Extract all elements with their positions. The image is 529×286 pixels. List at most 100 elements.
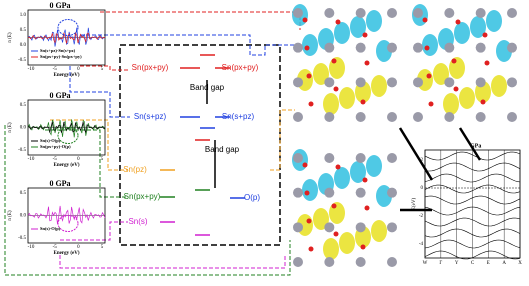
atom-o: [422, 17, 428, 23]
x-tick-label: -10: [28, 245, 35, 250]
band: [424, 162, 521, 172]
x-tick-label: -5: [53, 157, 58, 162]
level-label: Sn(s+pz): [134, 112, 167, 121]
panel-title: 0 GPa: [49, 1, 70, 10]
y-axis-label: n (E): [8, 32, 13, 42]
atom: [475, 77, 486, 88]
y-tick-label: 0.5: [20, 191, 27, 196]
atom-o: [424, 45, 430, 51]
isosurface: [449, 57, 465, 79]
atom-o: [362, 177, 368, 183]
atom-o: [331, 203, 337, 209]
isosurface: [486, 10, 502, 32]
atom: [387, 77, 397, 88]
atom: [507, 42, 517, 53]
legend-label: Sn(px+py)-Sn(px+py): [40, 54, 82, 59]
atom: [355, 42, 366, 53]
isosurface: [491, 75, 507, 97]
atom-o: [308, 246, 314, 252]
atom-o: [428, 101, 434, 107]
x-tick-label: -5: [53, 245, 58, 250]
atom: [507, 77, 517, 88]
atom: [413, 8, 423, 18]
atom: [355, 153, 366, 163]
y-tick-label: -4: [419, 242, 424, 247]
isosurface: [329, 57, 345, 79]
isosurface: [334, 22, 350, 44]
atom: [324, 187, 335, 198]
atom-o: [331, 58, 337, 64]
k-label: W: [423, 261, 428, 266]
band: [424, 206, 521, 216]
y-tick-label: -0.5: [18, 148, 26, 153]
atom: [355, 77, 366, 88]
arrows: [398, 127, 482, 212]
atom: [355, 187, 366, 198]
x-tick-label: 5: [101, 245, 104, 250]
level-label: Sn(pz): [123, 165, 147, 174]
x-axis-label: Energy (eV): [54, 163, 80, 168]
atom-o: [455, 19, 461, 25]
atom-o: [335, 19, 341, 25]
atom-o: [360, 99, 366, 105]
y-tick-label: 0.0: [20, 43, 27, 48]
band: [424, 239, 521, 249]
atom: [475, 112, 486, 122]
atom: [293, 8, 303, 18]
atom: [387, 187, 397, 198]
atom: [324, 153, 335, 163]
k-label: E: [487, 261, 490, 266]
isosurface: [313, 63, 329, 85]
atom: [387, 8, 397, 18]
isosurface: [313, 208, 329, 230]
isosurface: [371, 220, 387, 242]
atom: [387, 153, 397, 163]
isosurface: [470, 16, 486, 38]
atom-o: [362, 32, 368, 38]
y-tick-label: 1.0: [20, 13, 27, 18]
isosurface: [433, 63, 449, 85]
atom: [444, 77, 455, 88]
k-label: C: [471, 261, 475, 266]
atom: [507, 112, 517, 122]
curve: [27, 121, 106, 134]
atom: [324, 42, 335, 53]
atom: [293, 42, 303, 53]
band: [424, 195, 521, 205]
atom-o: [306, 73, 312, 79]
atom-o: [453, 86, 459, 92]
atom: [475, 8, 486, 18]
isosurface: [459, 87, 475, 109]
atom: [413, 42, 423, 53]
bands-title: GPa: [470, 143, 481, 149]
highlight: [57, 19, 79, 36]
level-label: Sn(s+pz): [222, 112, 255, 121]
atom: [444, 8, 455, 18]
atom: [293, 222, 303, 233]
atom: [387, 222, 397, 233]
x-axis-label: Energy (eV): [54, 73, 80, 78]
isosurface: [454, 22, 470, 44]
legend-label: Sn(s)-O(p): [40, 226, 61, 231]
y-tick-label: 0: [421, 186, 424, 191]
atom: [293, 153, 303, 163]
y-axis-label: n (E): [8, 210, 13, 220]
atom-o: [302, 17, 308, 23]
atom: [444, 42, 455, 53]
isosurface: [339, 232, 355, 254]
atom: [387, 42, 397, 53]
bands-ylabel: E(eV): [412, 198, 417, 211]
panel-title: 0 GPa: [49, 91, 70, 100]
curve: [27, 205, 106, 225]
y-tick-label: 0.5: [20, 28, 27, 33]
atom: [507, 8, 517, 18]
atom-o: [304, 45, 310, 51]
x-tick-label: 0: [77, 157, 80, 162]
y-tick-label: 2: [421, 158, 424, 163]
atom: [475, 42, 486, 53]
x-tick-label: -5: [53, 67, 58, 72]
level-label: Sn(px+py): [222, 63, 259, 72]
isosurface: [366, 10, 382, 32]
panel-title: 0 GPa: [49, 179, 70, 188]
